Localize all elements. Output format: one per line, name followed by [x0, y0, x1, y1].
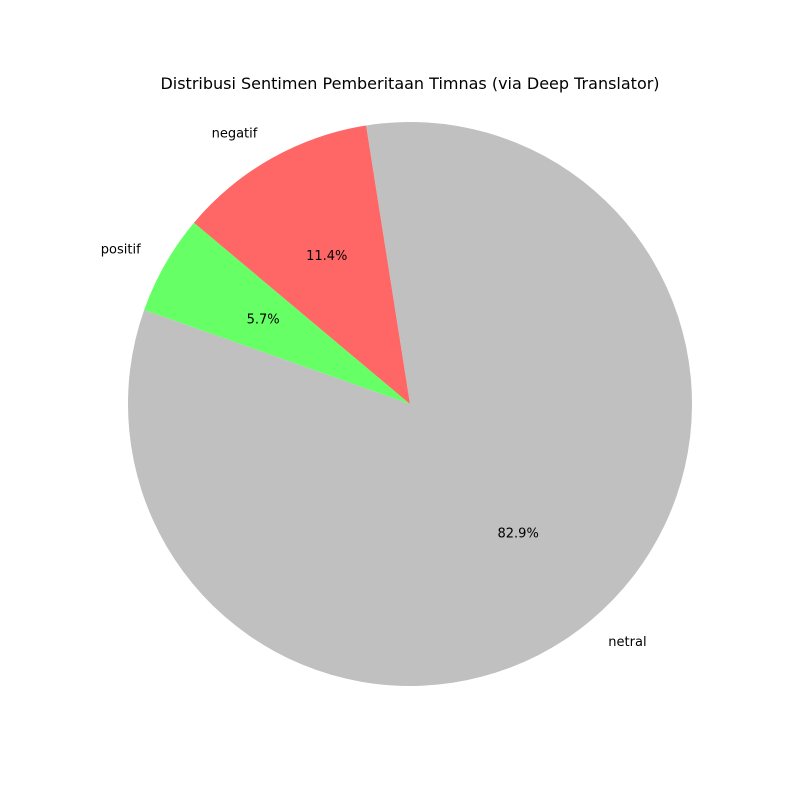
pie-slices: [127, 121, 692, 686]
slice-percent-netral: 82.9%: [498, 527, 539, 542]
pie-labels: positif 5.7% netral 82.9% negatif 11.4%: [101, 126, 647, 650]
slice-percent-negatif: 11.4%: [306, 249, 347, 264]
slice-label-positif: positif: [101, 243, 141, 258]
pie-slice-positif: [144, 222, 410, 404]
slice-percent-positif: 5.7%: [247, 313, 280, 328]
slice-label-negatif: negatif: [212, 126, 258, 141]
slice-label-netral: netral: [608, 635, 646, 650]
pie-slice-netral: [127, 121, 692, 686]
chart-title: Distribusi Sentimen Pemberitaan Timnas (…: [160, 74, 659, 93]
pie-slice-negatif: [193, 125, 410, 404]
